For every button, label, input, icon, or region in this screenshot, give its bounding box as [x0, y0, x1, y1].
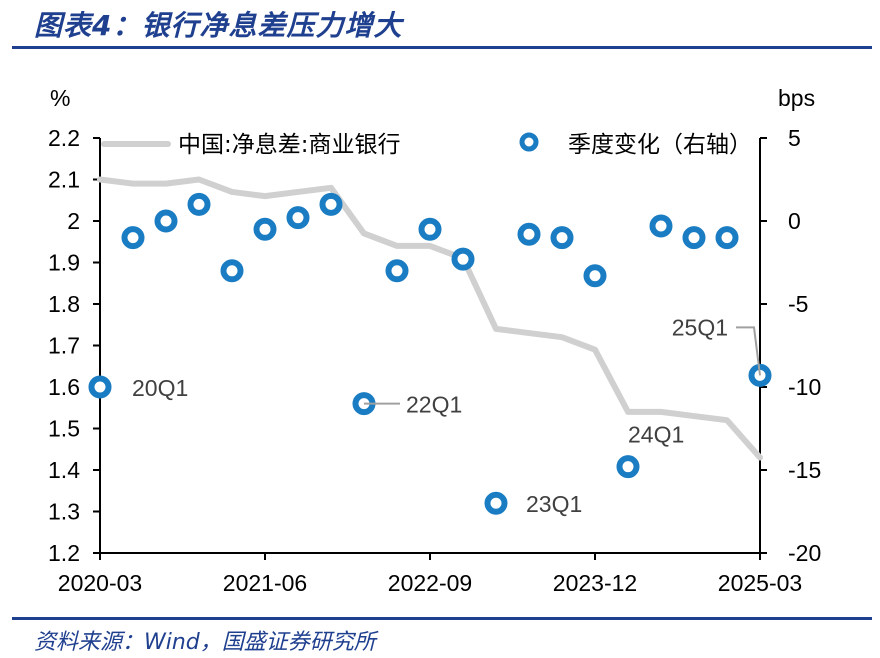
- right-axis-tick-label: -5: [788, 291, 808, 317]
- chart-title: 图表4：银行净息差压力增大: [34, 9, 403, 42]
- quarterly-change-point: [451, 247, 475, 271]
- right-axis-tick-label: -15: [788, 457, 821, 483]
- quarterly-change-point: [88, 375, 112, 399]
- x-axis-tick-label: 2022-09: [388, 570, 472, 596]
- annotation-label: 23Q1: [526, 491, 582, 517]
- x-axis-tick-label: 2021-06: [223, 570, 307, 596]
- left-axis-tick-label: 1.2: [48, 540, 80, 566]
- right-axis-tick-label: 0: [788, 208, 801, 234]
- quarterly-change-point: [286, 206, 310, 230]
- left-axis-tick-label: 2.2: [48, 125, 80, 151]
- quarterly-change-point: [121, 226, 145, 250]
- left-axis-tick-label: 1.4: [48, 457, 80, 483]
- quarterly-change-point: [649, 214, 673, 238]
- quarterly-change-point: [220, 259, 244, 283]
- right-axis-tick-label: 5: [788, 125, 801, 151]
- left-axis-tick-label: 2: [67, 208, 80, 234]
- source-note: 资料来源：Wind，国盛证券研究所: [34, 630, 376, 655]
- right-axis-tick-label: -20: [788, 540, 821, 566]
- quarterly-change-point: [583, 264, 607, 288]
- quarterly-change-point: [385, 259, 409, 283]
- annotation-label: 22Q1: [406, 392, 462, 418]
- left-axis-tick-label: 2.1: [48, 167, 80, 193]
- quarterly-change-point: [616, 455, 640, 479]
- quarterly-change-point: [253, 217, 277, 241]
- left-axis-tick-label: 1.6: [48, 374, 80, 400]
- quarterly-change-point: [550, 226, 574, 250]
- annotation-label: 24Q1: [628, 422, 684, 448]
- left-axis-tick-label: 1.3: [48, 499, 80, 525]
- quarterly-change-point: [154, 209, 178, 233]
- right-axis-tick-label: -10: [788, 374, 821, 400]
- left-axis-tick-label: 1.7: [48, 333, 80, 359]
- quarterly-change-point: [187, 192, 211, 216]
- left-axis-unit-label: %: [50, 85, 70, 111]
- x-axis-tick-label: 2023-12: [553, 570, 637, 596]
- left-axis-tick-label: 1.9: [48, 250, 80, 276]
- quarterly-change-point: [715, 226, 739, 250]
- left-axis-tick-label: 1.5: [48, 416, 80, 442]
- annotation-label: 20Q1: [132, 375, 188, 401]
- title-divider: [12, 46, 872, 49]
- quarterly-change-point: [418, 217, 442, 241]
- annotation-label: 25Q1: [672, 314, 728, 340]
- legend-label-nim: 中国:净息差:商业银行: [178, 132, 401, 158]
- quarterly-change-point: [682, 226, 706, 250]
- quarterly-change-point: [319, 192, 343, 216]
- legend-label-change: 季度变化（右轴）: [568, 132, 752, 158]
- quarterly-change-point: [484, 491, 508, 515]
- annotation-leader-line: [736, 326, 761, 376]
- quarterly-change-point: [517, 222, 541, 246]
- x-axis-tick-label: 2025-03: [718, 570, 802, 596]
- legend-dot-swatch: [519, 132, 539, 152]
- right-axis-unit-label: bps: [778, 85, 815, 111]
- left-axis-tick-label: 1.8: [48, 291, 80, 317]
- nim-line-series: [97, 176, 763, 461]
- footer-divider: [12, 617, 872, 620]
- x-axis-tick-label: 2020-03: [58, 570, 142, 596]
